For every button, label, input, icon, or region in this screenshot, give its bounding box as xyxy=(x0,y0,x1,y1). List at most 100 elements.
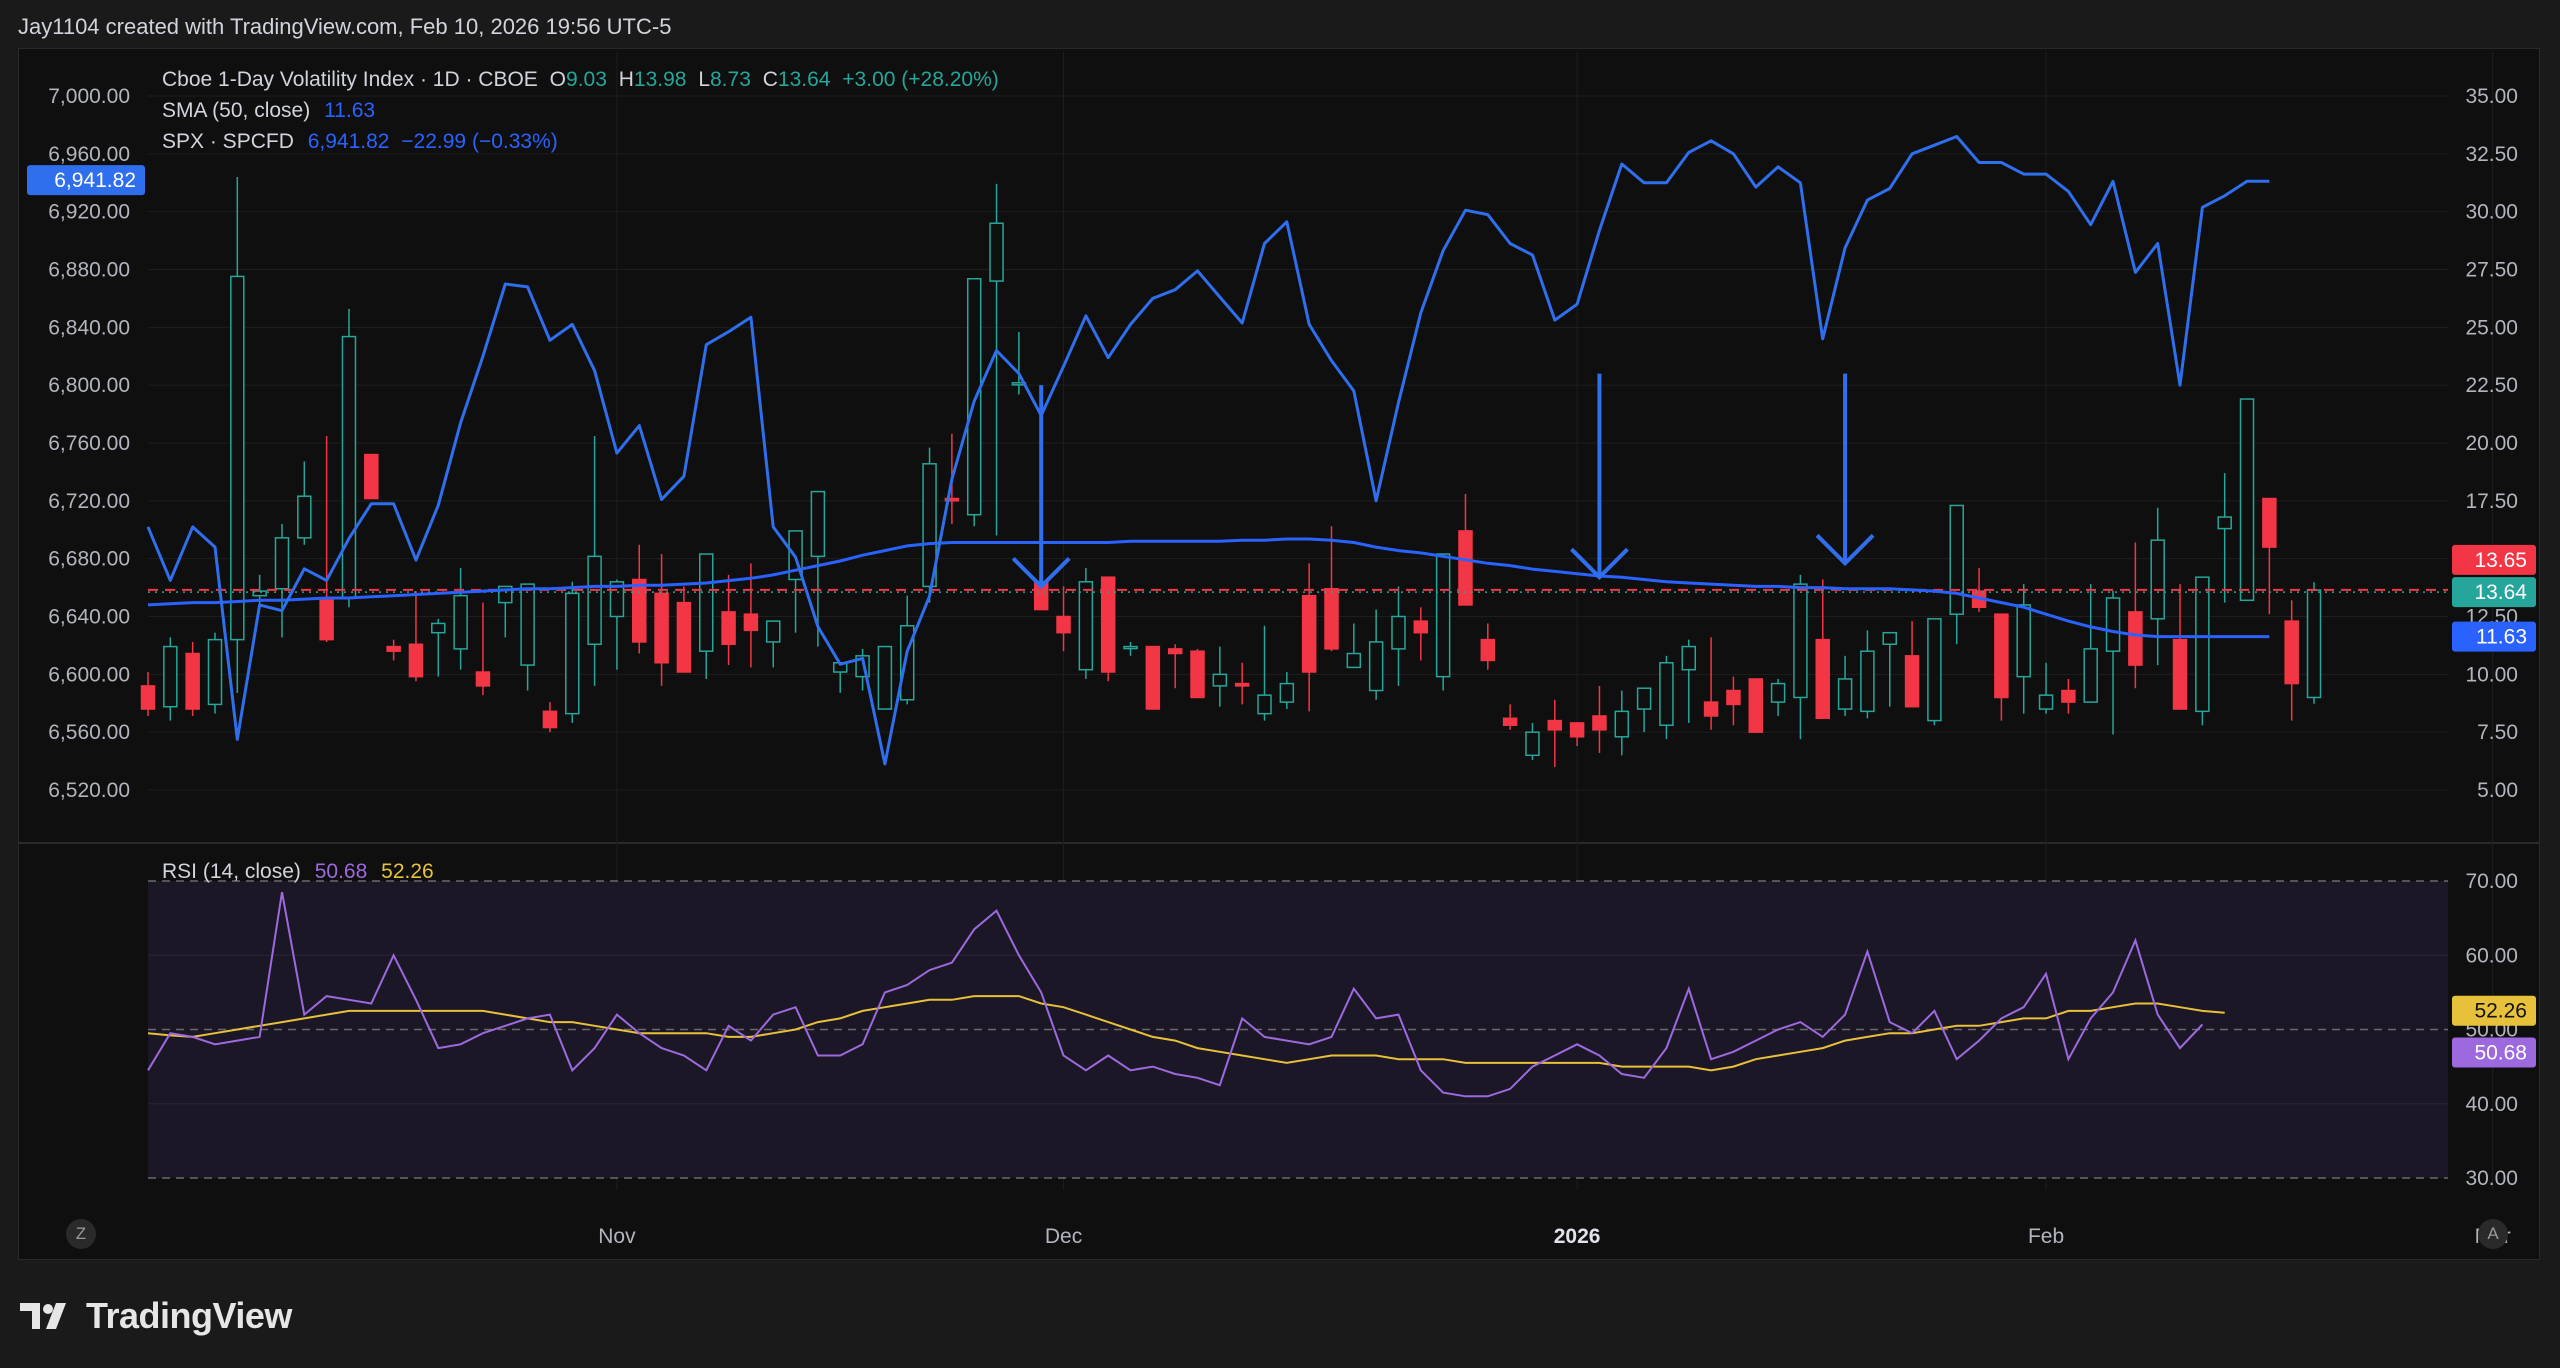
right-axis-tick: 7.50 xyxy=(2477,721,2518,744)
left-axis-tick: 6,800.00 xyxy=(48,374,130,397)
spx-line xyxy=(146,135,2270,766)
spx-last-badge-bg xyxy=(27,165,145,196)
candle-bear xyxy=(1301,594,1317,673)
candle-bear xyxy=(1324,587,1339,650)
candle-bear xyxy=(1502,717,1518,726)
candle-bull xyxy=(1279,682,1295,703)
candle-bear xyxy=(1547,719,1563,731)
rsi-ma-line xyxy=(147,995,2225,1072)
x-axis-tick: Nov xyxy=(598,1225,636,1248)
rsi-ma-badge-label: 52.26 xyxy=(2474,1000,2527,1023)
candle-bull xyxy=(699,553,714,652)
candle-bear xyxy=(2172,638,2188,710)
annotation-arrow-head xyxy=(1570,547,1629,581)
sma-legend-name: SMA (50, close) xyxy=(162,99,311,122)
candle-bull xyxy=(207,638,223,706)
candle-bull xyxy=(230,275,245,641)
candle-bull xyxy=(274,537,290,590)
spx-legend-change: −22.99 (−0.33%) xyxy=(401,130,558,153)
candle-bear xyxy=(1100,576,1116,673)
candle-bear xyxy=(1056,615,1071,634)
candle-bull xyxy=(1770,682,1786,703)
vix-legend[interactable]: Cboe 1-Day Volatility Index · 1D · CBOE … xyxy=(162,64,999,95)
candle-bull xyxy=(2195,576,2210,713)
candle-bull xyxy=(1368,641,1384,692)
candle-bear xyxy=(1458,530,1473,606)
candle-bear xyxy=(1145,645,1161,710)
candle-bull xyxy=(1882,631,1897,646)
candle-bull xyxy=(1614,710,1630,738)
axis-labels: 7,000.00 6,960.00 6,920.00 6,880.00 6,840.00… xyxy=(48,85,2518,1248)
candle-bear xyxy=(1726,689,1741,706)
left-axis-tick: 6,600.00 xyxy=(48,663,130,686)
candle-bear xyxy=(1413,620,1429,634)
candle-bull xyxy=(810,490,826,558)
candle-bull xyxy=(1435,553,1451,678)
left-axis-tick: 6,920.00 xyxy=(48,201,130,224)
candle-bull xyxy=(1078,581,1094,671)
auto-scale-button[interactable]: A xyxy=(2478,1219,2508,1249)
right-axis-tick: 20.00 xyxy=(2465,432,2518,455)
vix-low-label: L xyxy=(698,68,710,91)
candle-bull xyxy=(1123,645,1138,650)
tradingview-logo: TradingView xyxy=(20,1295,292,1337)
zoom-reset-button[interactable]: Z xyxy=(66,1219,96,1249)
candle-bear xyxy=(1234,682,1250,687)
candle-bull xyxy=(341,335,357,599)
candle-bull xyxy=(252,590,267,597)
series-lines xyxy=(146,135,2448,1098)
x-axis-tick: 2026 xyxy=(1554,1225,1601,1248)
left-axis-tick: 6,720.00 xyxy=(48,490,130,513)
sma-last-badge-label: 11.63 xyxy=(2476,626,2527,649)
candle-bull xyxy=(1636,687,1652,710)
right-axis-tick: 27.50 xyxy=(2465,259,2518,282)
vix-candles xyxy=(140,176,2322,767)
tradingview-logo-icon xyxy=(20,1303,66,1329)
candle-bull xyxy=(2083,648,2098,703)
right-axis-tick: 5.00 xyxy=(2477,779,2518,802)
right-axis-tick: 22.50 xyxy=(2465,374,2518,397)
vix-last-badge: 13.64 xyxy=(2452,577,2536,608)
prev-close-badge-bg xyxy=(2452,544,2536,575)
candle-bear xyxy=(676,601,692,673)
rsi-legend-value: 50.68 xyxy=(314,860,368,883)
candle-bear xyxy=(475,671,491,687)
attribution-bar: Jay1104 created with TradingView.com, Fe… xyxy=(0,0,2560,48)
candle-bear xyxy=(542,710,558,729)
sma-legend[interactable]: SMA (50, close) 11.63 xyxy=(162,95,999,126)
candle-bull xyxy=(1837,678,1853,710)
candle-bull xyxy=(877,645,893,710)
candle-bull xyxy=(1257,694,1272,715)
candle-bear xyxy=(408,643,424,678)
candle-bull xyxy=(966,278,982,516)
sma-legend-value: 11.63 xyxy=(324,99,376,122)
candle-bull xyxy=(1927,618,1942,722)
candle-bull xyxy=(1659,662,1674,726)
candle-bear xyxy=(632,578,647,643)
candle-bull xyxy=(565,592,580,715)
rsi-legend[interactable]: RSI (14, close) 50.68 52.26 xyxy=(162,860,434,884)
right-axis-tick: 35.00 xyxy=(2465,85,2518,108)
right-axis-tick: 10.00 xyxy=(2465,663,2518,686)
candle-bull xyxy=(520,583,535,666)
candle-bull xyxy=(587,555,602,646)
vix-open-value: 9.03 xyxy=(566,68,607,91)
rsi-legend-ma: 52.26 xyxy=(381,860,434,883)
candle-bear xyxy=(1748,678,1764,733)
right-axis-tick: 32.50 xyxy=(2465,143,2518,166)
candle-bear xyxy=(2128,611,2143,666)
rsi-legend-name: RSI (14, close) xyxy=(162,860,301,883)
candle-bull xyxy=(1391,615,1406,650)
spx-last-badge-label: 6,941.82 xyxy=(54,169,136,192)
spx-legend[interactable]: SPX · SPCFD 6,941.82 −22.99 (−0.33%) xyxy=(162,126,999,157)
candle-bull xyxy=(765,620,781,643)
spx-legend-value: 6,941.82 xyxy=(307,130,390,153)
candle-bear xyxy=(743,613,759,632)
left-axis-tick: 6,760.00 xyxy=(48,432,130,455)
candle-bear xyxy=(2262,497,2277,548)
candle-bull xyxy=(431,622,446,634)
candle-bear xyxy=(1167,648,1183,655)
candle-bull xyxy=(2217,516,2232,530)
sma-last-badge-bg xyxy=(2452,621,2536,652)
